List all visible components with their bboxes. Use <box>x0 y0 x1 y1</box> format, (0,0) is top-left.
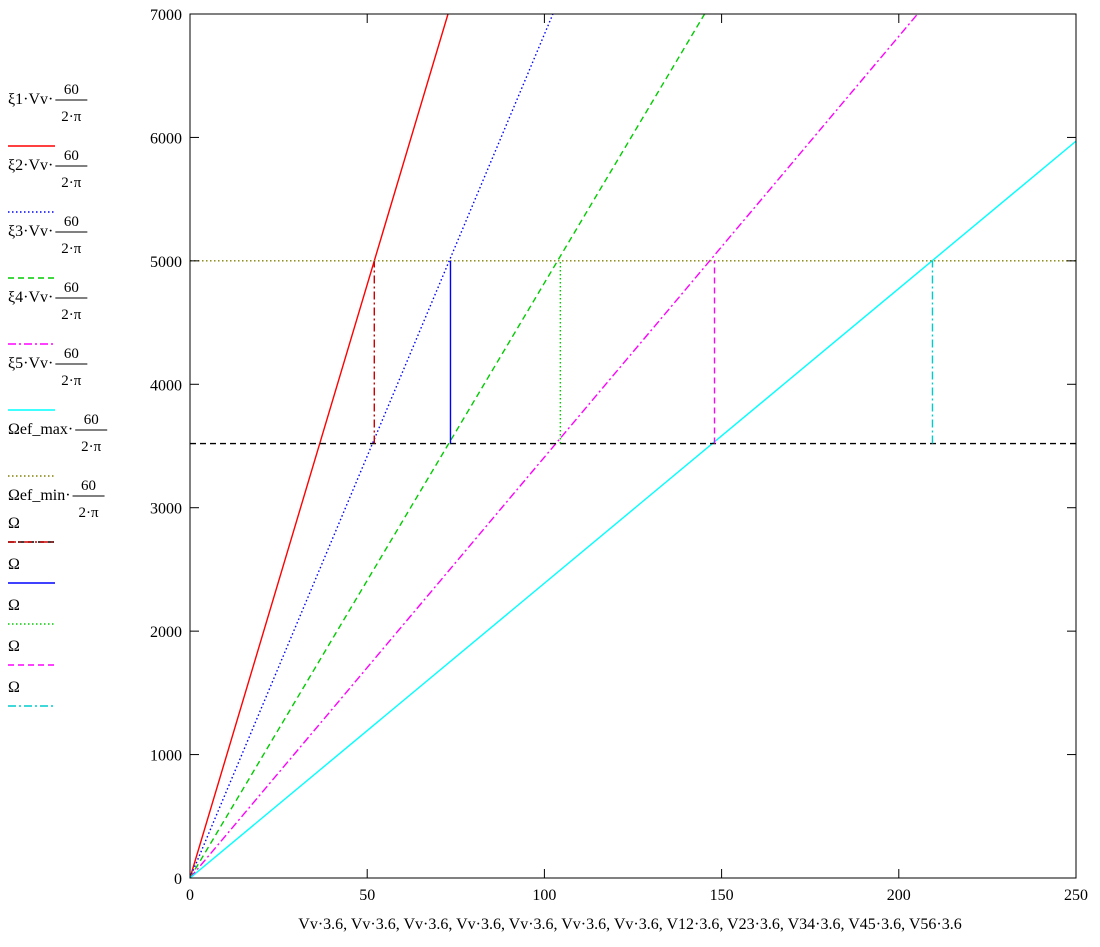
legend-item-2: ξ2·Vv· 60 2·π <box>8 148 88 213</box>
legend-item-9: Ω <box>8 556 55 584</box>
x-tick-label: 50 <box>359 887 375 904</box>
x-tick-label: 150 <box>710 887 734 904</box>
legend-item-3: ξ3·Vv· 60 2·π <box>8 214 88 279</box>
x-tick-label: 100 <box>532 887 556 904</box>
legend-item-4: ξ4·Vv· 60 2·π <box>8 280 88 345</box>
legend-label: ξ1·Vv· <box>8 91 53 108</box>
x-tick-label: 250 <box>1064 887 1088 904</box>
y-tick-label: 0 <box>174 871 182 888</box>
legend-item-12: Ω <box>8 679 55 707</box>
legend-label-numerator: 60 <box>81 478 96 494</box>
legend-label-numerator: 60 <box>64 82 79 98</box>
plot-frame <box>189 13 1077 879</box>
series-line-1 <box>190 14 449 878</box>
legend-label: ξ3·Vv· <box>8 223 53 240</box>
legend-label-denominator: 2·π <box>61 307 81 323</box>
legend-label-denominator: 2·π <box>61 109 81 125</box>
series-line-2 <box>190 14 554 878</box>
series-line-5 <box>190 140 1076 878</box>
y-tick-label: 2000 <box>150 624 182 641</box>
legend-label-numerator: 60 <box>64 346 79 362</box>
legend-item-8: Ω <box>8 515 55 543</box>
legend-label-denominator: 2·π <box>61 373 81 389</box>
legend-label-numerator: 60 <box>84 412 99 428</box>
legend-label: ξ2·Vv· <box>8 157 53 174</box>
x-tick-label: 0 <box>186 887 194 904</box>
y-tick-label: 5000 <box>150 254 182 271</box>
legend-label: Ω <box>8 515 20 532</box>
legend: ξ1·Vv· 60 2·π ξ2·Vv· 60 2·π ξ3·Vv· 60 2·π ξ4·Vv· 6… <box>8 82 108 707</box>
legend-label-numerator: 60 <box>64 280 79 296</box>
legend-label: Ω <box>8 679 20 696</box>
legend-label: ξ4·Vv· <box>8 289 53 306</box>
legend-label: Ω <box>8 597 20 614</box>
legend-label-numerator: 60 <box>64 148 79 164</box>
legend-label: ξ5·Vv· <box>8 355 53 372</box>
legend-label-denominator: 2·π <box>81 439 101 455</box>
axes: 0 50 100 150 200 250 0 1000 2000 3000 4000 5000 6000… <box>150 7 1088 904</box>
series-line-4 <box>190 14 919 878</box>
y-tick-label: 1000 <box>150 748 182 765</box>
legend-label-denominator: 2·π <box>61 175 81 191</box>
legend-label-denominator: 2·π <box>79 505 99 521</box>
y-tick-label: 4000 <box>150 377 182 394</box>
plot-area <box>190 14 1076 878</box>
x-axis-label: Vv·3.6, Vv·3.6, Vv·3.6, Vv·3.6, Vv·3.6, … <box>298 916 961 933</box>
y-tick-label: 6000 <box>150 130 182 147</box>
legend-item-7: Ωef_min· 60 2·π <box>8 478 105 543</box>
legend-label-denominator: 2·π <box>61 241 81 257</box>
legend-label: Ω <box>8 556 20 573</box>
legend-label: Ωef_max· <box>8 421 73 438</box>
y-tick-label: 7000 <box>150 7 182 24</box>
legend-label: Ωef_min· <box>8 487 71 504</box>
legend-label-numerator: 60 <box>64 214 79 230</box>
legend-label: Ω <box>8 638 20 655</box>
legend-item-11: Ω <box>8 638 55 666</box>
series-line-3 <box>190 14 706 878</box>
legend-item-1: ξ1·Vv· 60 2·π <box>8 82 88 147</box>
y-tick-label: 3000 <box>150 501 182 518</box>
legend-item-10: Ω <box>8 597 55 625</box>
x-tick-label: 200 <box>887 887 911 904</box>
legend-item-6: Ωef_max· 60 2·π <box>8 412 108 477</box>
legend-item-5: ξ5·Vv· 60 2·π <box>8 346 88 411</box>
